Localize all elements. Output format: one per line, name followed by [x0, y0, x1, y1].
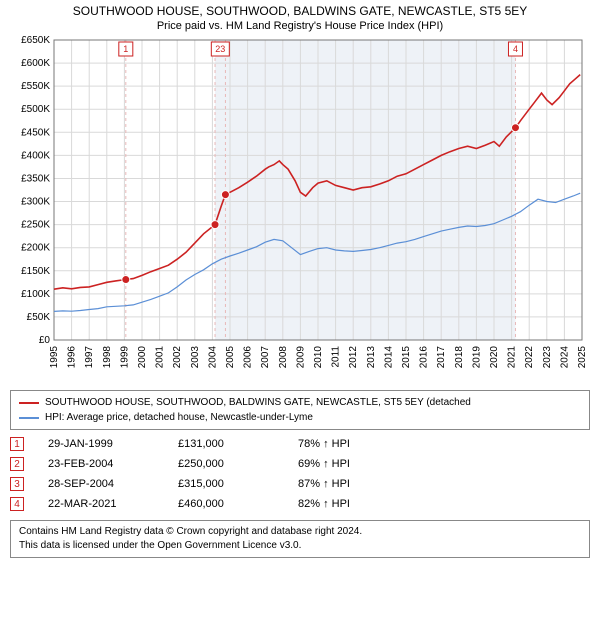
- transaction-row: 2 23-FEB-2004£250,00069% ↑ HPI: [10, 454, 590, 474]
- price-chart: £0 £50K £100K £150K £200K £250K £300K £350K £400…: [10, 34, 590, 384]
- page-subtitle: Price paid vs. HM Land Registry's House …: [8, 20, 592, 32]
- svg-text:2007: 2007: [260, 346, 271, 369]
- transaction-price: £315,000: [178, 478, 298, 490]
- svg-text:2015: 2015: [401, 346, 412, 369]
- transaction-pct: 82% ↑ HPI: [298, 498, 418, 510]
- svg-text:2014: 2014: [383, 346, 394, 369]
- transaction-price: £250,000: [178, 458, 298, 470]
- svg-text:£150K: £150K: [21, 266, 50, 277]
- svg-text:£0: £0: [39, 335, 51, 346]
- transaction-row: 1 29-JAN-1999£131,00078% ↑ HPI: [10, 434, 590, 454]
- svg-text:2013: 2013: [366, 346, 377, 369]
- transactions-table: 1 29-JAN-1999£131,00078% ↑ HPI 2 23-FEB-200…: [10, 434, 590, 514]
- svg-text:1997: 1997: [84, 346, 95, 369]
- transaction-row: 4 22-MAR-2021£460,00082% ↑ HPI: [10, 494, 590, 514]
- point-marker-3: [221, 191, 229, 199]
- transaction-pct: 69% ↑ HPI: [298, 458, 418, 470]
- svg-text:£650K: £650K: [21, 35, 50, 46]
- svg-text:2019: 2019: [471, 346, 482, 369]
- svg-text:£600K: £600K: [21, 58, 50, 69]
- legend-swatch: [19, 417, 39, 419]
- svg-text:£100K: £100K: [21, 289, 50, 300]
- svg-text:2000: 2000: [137, 346, 148, 369]
- transaction-row: 3 28-SEP-2004£315,00087% ↑ HPI: [10, 474, 590, 494]
- svg-text:4: 4: [513, 44, 518, 54]
- svg-text:1996: 1996: [67, 346, 78, 369]
- transaction-date: 29-JAN-1999: [48, 438, 178, 450]
- svg-text:2018: 2018: [454, 346, 465, 369]
- transaction-pct: 78% ↑ HPI: [298, 438, 418, 450]
- svg-text:£550K: £550K: [21, 81, 50, 92]
- legend-label: SOUTHWOOD HOUSE, SOUTHWOOD, BALDWINS GAT…: [45, 395, 471, 410]
- transaction-marker: 3: [10, 477, 24, 491]
- transaction-marker: 1: [10, 437, 24, 451]
- transaction-date: 22-MAR-2021: [48, 498, 178, 510]
- transaction-marker: 4: [10, 497, 24, 511]
- svg-text:2016: 2016: [419, 346, 430, 369]
- legend-row-0: SOUTHWOOD HOUSE, SOUTHWOOD, BALDWINS GAT…: [19, 395, 581, 410]
- transaction-date: 28-SEP-2004: [48, 478, 178, 490]
- svg-text:£400K: £400K: [21, 150, 50, 161]
- transaction-pct: 87% ↑ HPI: [298, 478, 418, 490]
- transaction-price: £460,000: [178, 498, 298, 510]
- transaction-marker: 2: [10, 457, 24, 471]
- svg-text:2011: 2011: [331, 346, 342, 368]
- svg-text:1: 1: [123, 44, 128, 54]
- svg-text:2006: 2006: [243, 346, 254, 369]
- page-root: SOUTHWOOD HOUSE, SOUTHWOOD, BALDWINS GAT…: [0, 0, 600, 558]
- attribution-footer: Contains HM Land Registry data © Crown c…: [10, 520, 590, 558]
- svg-text:2010: 2010: [313, 346, 324, 369]
- svg-text:£450K: £450K: [21, 127, 50, 138]
- legend-swatch: [19, 402, 39, 404]
- transaction-date: 23-FEB-2004: [48, 458, 178, 470]
- svg-text:£500K: £500K: [21, 104, 50, 115]
- svg-text:2001: 2001: [155, 346, 166, 369]
- transaction-price: £131,000: [178, 438, 298, 450]
- svg-text:2020: 2020: [489, 346, 500, 369]
- svg-text:2002: 2002: [172, 346, 183, 369]
- footer-line-1: Contains HM Land Registry data © Crown c…: [19, 525, 581, 539]
- svg-text:2024: 2024: [559, 346, 570, 369]
- svg-text:2003: 2003: [190, 346, 201, 369]
- svg-text:1995: 1995: [49, 346, 60, 369]
- svg-text:2005: 2005: [225, 346, 236, 369]
- legend-row-1: HPI: Average price, detached house, Newc…: [19, 410, 581, 425]
- svg-text:1998: 1998: [102, 346, 113, 369]
- point-marker-2: [211, 221, 219, 229]
- point-marker-1: [122, 276, 130, 284]
- footer-line-2: This data is licensed under the Open Gov…: [19, 539, 581, 553]
- svg-text:2009: 2009: [295, 346, 306, 369]
- svg-text:£350K: £350K: [21, 173, 50, 184]
- svg-text:£250K: £250K: [21, 220, 50, 231]
- svg-text:£50K: £50K: [27, 312, 51, 323]
- legend-label: HPI: Average price, detached house, Newc…: [45, 410, 313, 425]
- svg-text:2025: 2025: [577, 346, 588, 369]
- point-marker-4: [511, 124, 519, 132]
- svg-text:£200K: £200K: [21, 243, 50, 254]
- svg-text:2012: 2012: [348, 346, 359, 369]
- chart-svg: £0 £50K £100K £150K £200K £250K £300K £350K £400…: [10, 34, 590, 384]
- svg-text:2017: 2017: [436, 346, 447, 369]
- svg-text:2004: 2004: [207, 346, 218, 369]
- svg-text:23: 23: [215, 44, 225, 54]
- svg-text:£300K: £300K: [21, 197, 50, 208]
- svg-text:2008: 2008: [278, 346, 289, 369]
- svg-text:1999: 1999: [119, 346, 130, 369]
- svg-text:2021: 2021: [507, 346, 518, 369]
- legend: SOUTHWOOD HOUSE, SOUTHWOOD, BALDWINS GAT…: [10, 390, 590, 430]
- svg-text:2022: 2022: [524, 346, 535, 369]
- title-block: SOUTHWOOD HOUSE, SOUTHWOOD, BALDWINS GAT…: [0, 0, 600, 34]
- svg-text:2023: 2023: [542, 346, 553, 369]
- page-title: SOUTHWOOD HOUSE, SOUTHWOOD, BALDWINS GAT…: [8, 4, 592, 18]
